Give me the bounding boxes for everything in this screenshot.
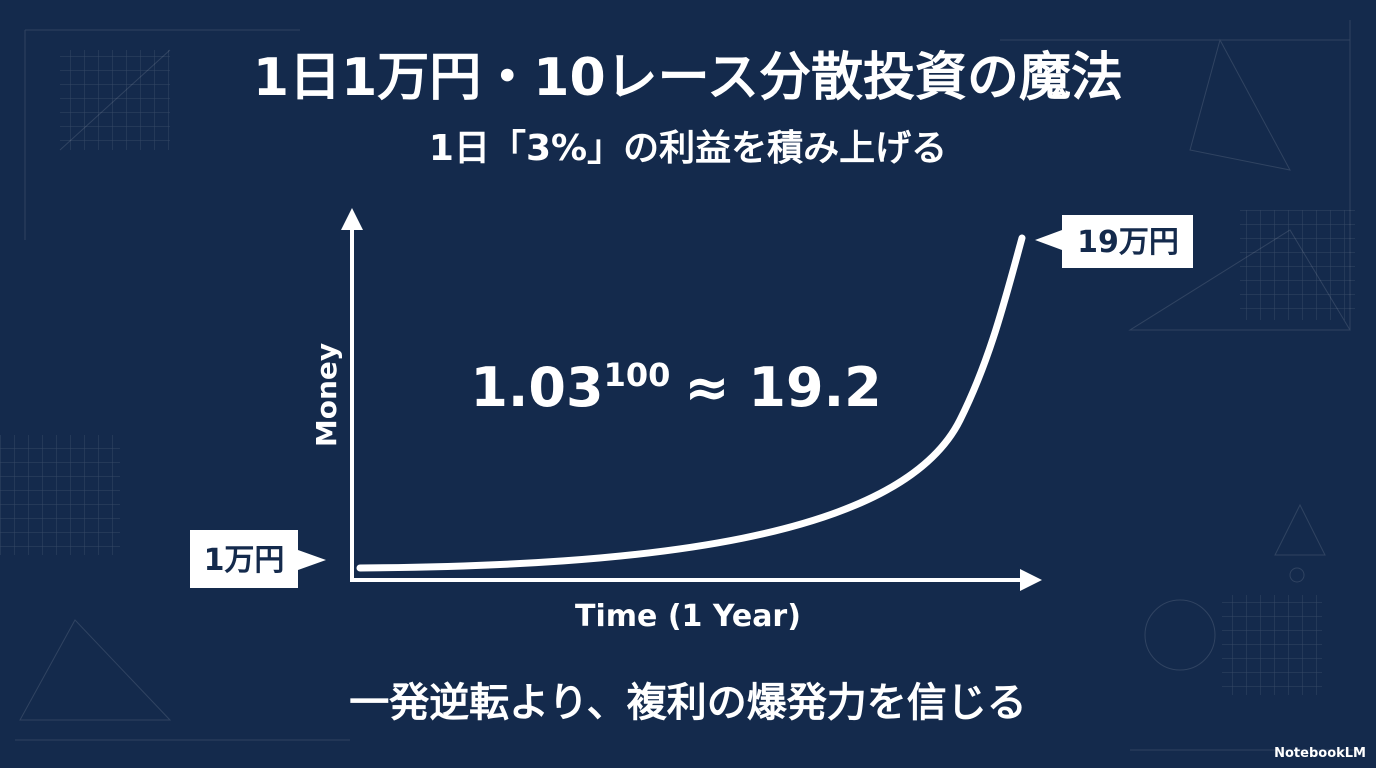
start-callout: 1万円 bbox=[190, 530, 326, 588]
end-label: 19万円 bbox=[1077, 225, 1179, 260]
callout-box bbox=[190, 530, 326, 588]
formula: 1.03100 ≈ 19.2 bbox=[470, 356, 881, 419]
callout-box bbox=[1035, 215, 1193, 268]
start-label: 1万円 bbox=[204, 543, 285, 578]
x-axis-label: Time (1 Year) bbox=[575, 599, 801, 634]
x-arrow bbox=[1020, 569, 1042, 591]
y-axis-label: Money bbox=[310, 343, 343, 447]
subtitle: 1日「3%」の利益を積み上げる bbox=[429, 128, 947, 169]
chart-axes bbox=[341, 208, 1042, 591]
formula-result: ≈ 19.2 bbox=[684, 356, 881, 419]
formula-base: 1.03 bbox=[470, 356, 603, 419]
footer-message: 一発逆転より、複利の爆発力を信じる bbox=[349, 680, 1027, 726]
y-arrow bbox=[341, 208, 363, 230]
growth-curve bbox=[356, 234, 1026, 572]
watermark: NotebookLM bbox=[1274, 746, 1366, 761]
end-callout: 19万円 bbox=[1035, 215, 1193, 268]
formula-exponent: 100 bbox=[604, 356, 671, 394]
title: 1日1万円・10レース分散投資の魔法 bbox=[253, 48, 1123, 108]
